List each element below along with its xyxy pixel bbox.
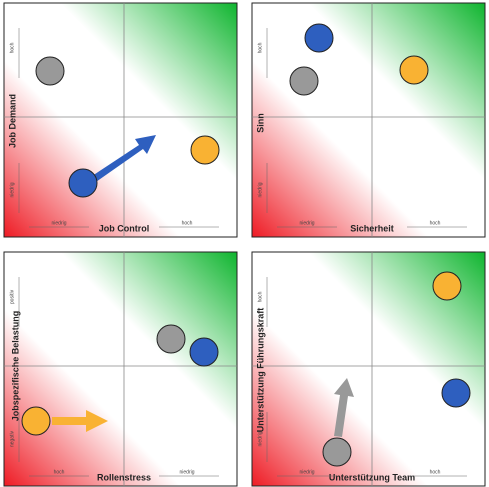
position-dot: [399, 55, 429, 85]
x-right-label: hoch: [430, 220, 441, 226]
y-axis-label: Sinn: [255, 113, 265, 133]
position-dot: [156, 324, 186, 354]
trend-arrow: [334, 378, 354, 437]
panel-background: [3, 251, 238, 487]
position-dot: [190, 135, 220, 165]
quadrant-panel: Unterstützung Führungskraft hoch niedrig Un…: [251, 251, 486, 487]
position-dot: [21, 406, 51, 436]
x-right-label: hoch: [182, 220, 193, 226]
y-low-label: negativ: [9, 430, 15, 447]
y-high-label: hoch: [9, 42, 15, 53]
x-axis-label: Job Control: [99, 223, 150, 233]
quadrant-panel: Jobspezifische Belastung positiv negativ Ro…: [3, 251, 238, 487]
position-dot: [189, 337, 219, 367]
x-right-label: hoch: [430, 469, 441, 475]
position-dot: [432, 271, 462, 301]
x-left-label: niedrig: [51, 220, 66, 226]
y-low-label: niedrig: [9, 182, 15, 197]
x-axis-label: Unterstützung Team: [329, 472, 415, 482]
y-high-label: positiv: [9, 289, 15, 304]
x-left-label: niedrig: [299, 220, 314, 226]
y-axis-label: Unterstützung Führungskraft: [255, 308, 265, 433]
position-dot: [441, 378, 471, 408]
x-right-label: niedrig: [179, 469, 194, 475]
position-dot: [35, 56, 65, 86]
y-low-label: niedrig: [257, 182, 263, 197]
x-axis-label: Rollenstress: [97, 472, 151, 482]
y-axis-label: Job Demand: [7, 94, 17, 148]
y-high-label: hoch: [257, 291, 263, 302]
trend-arrow: [52, 410, 108, 432]
y-axis-label: Jobspezifische Belastung: [10, 311, 20, 422]
y-low-label: niedrig: [257, 431, 263, 446]
quadrant-panel: Sinn hoch niedrig Sicherheit niedrig hoch: [251, 2, 486, 238]
panel-background: [251, 2, 486, 238]
quadrant-panel: Job Demand hoch niedrig Job Control niedrig h…: [3, 2, 238, 238]
position-dot: [289, 66, 319, 96]
panel-background: [3, 2, 238, 238]
x-axis-label: Sicherheit: [350, 223, 394, 233]
y-high-label: hoch: [257, 42, 263, 53]
x-left-label: hoch: [54, 469, 65, 475]
position-dot: [304, 23, 334, 53]
position-dot: [68, 168, 98, 198]
trend-arrow: [89, 135, 156, 184]
position-dot: [322, 437, 352, 467]
x-left-label: niedrig: [299, 469, 314, 475]
